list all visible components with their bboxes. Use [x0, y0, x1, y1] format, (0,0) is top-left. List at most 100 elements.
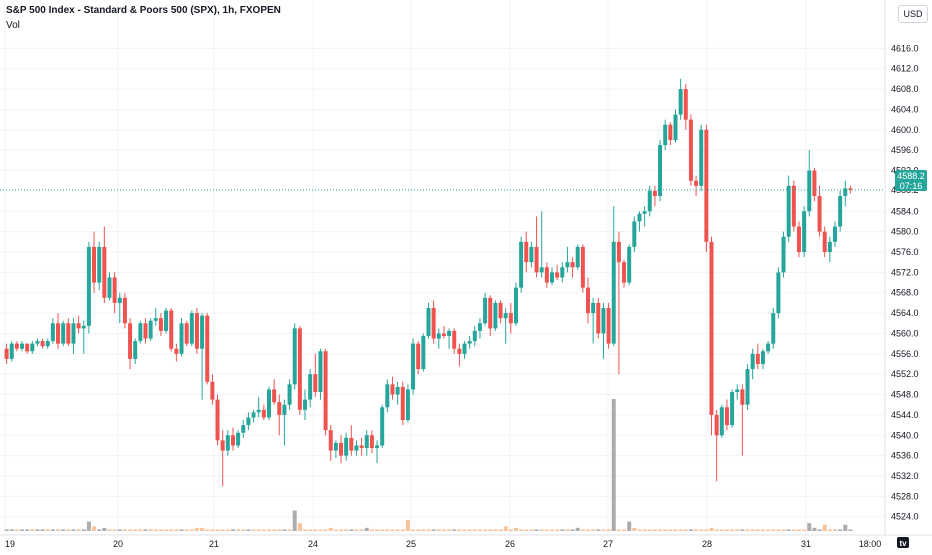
candle [179, 318, 184, 357]
volume-bar [462, 529, 467, 531]
candle [735, 384, 740, 400]
x-tick-label: 25 [406, 539, 416, 549]
candle-body [508, 313, 513, 324]
candle-body [9, 343, 14, 359]
candle-body [441, 333, 446, 336]
volume-bar [760, 529, 765, 531]
candle [117, 292, 122, 324]
y-tick-label: 4532.0 [891, 471, 919, 481]
candle [827, 236, 832, 263]
volume-bar [441, 529, 446, 531]
candle-body [750, 353, 755, 370]
candle [30, 341, 35, 354]
volume-bar [292, 510, 297, 531]
candle-body [61, 323, 66, 344]
candle [714, 409, 719, 482]
candle-body [601, 308, 606, 334]
volume-bar [395, 529, 400, 531]
candle [81, 320, 86, 354]
volume-bar [184, 529, 189, 531]
price-axis[interactable]: 4616.04612.04608.04604.04600.04596.04592… [891, 43, 919, 521]
volume-bar [416, 529, 421, 531]
candle [781, 231, 786, 278]
volume-bar [549, 529, 554, 531]
candle [411, 338, 416, 395]
volume-bar [194, 527, 199, 531]
volume-bar [215, 529, 220, 531]
volume-bar [827, 529, 832, 531]
candle-body [236, 432, 241, 446]
y-tick-label: 4612.0 [891, 64, 919, 74]
candle-body [647, 190, 652, 212]
candle-body [179, 323, 184, 354]
y-tick-label: 4576.0 [891, 247, 919, 257]
candle-body [174, 348, 179, 354]
volume-bar [724, 529, 729, 531]
candle-body [709, 241, 714, 415]
volume-bar [385, 529, 390, 531]
candle-body [4, 348, 9, 359]
candle [349, 425, 354, 456]
candle-body [755, 353, 760, 364]
candle [56, 313, 61, 349]
time-axis[interactable]: 19 20 21 24 25 26 27 28 31 18:00 [5, 539, 881, 549]
candle-body [92, 246, 97, 283]
y-tick-label: 4572.0 [891, 267, 919, 277]
candle [4, 343, 9, 364]
volume-bar [498, 529, 503, 531]
tradingview-logo[interactable]: tv [897, 537, 909, 548]
candle [838, 190, 843, 232]
candle-body [483, 297, 488, 324]
candle [107, 272, 112, 301]
candle-body [817, 196, 822, 232]
volume-bar [287, 529, 292, 531]
volume-indicator-label[interactable]: Vol [6, 20, 20, 31]
volume-bar [122, 529, 127, 531]
currency-button[interactable]: USD [898, 5, 928, 23]
candle-body [426, 308, 431, 336]
volume-bar [812, 527, 817, 531]
candle-body [385, 384, 390, 408]
candle-body [205, 315, 210, 382]
candle [673, 109, 678, 143]
candle-body [112, 277, 117, 303]
volume-bar [164, 529, 169, 531]
candle-body [194, 313, 199, 349]
volume-bar [40, 529, 45, 531]
candle [303, 389, 308, 420]
volume-bar [586, 529, 591, 531]
candle-body [416, 343, 421, 370]
volume-bar [50, 529, 55, 531]
volume-bar [14, 529, 19, 531]
candle-body [184, 323, 189, 344]
volume-bar [580, 529, 585, 531]
chart-title: S&P 500 Index - Standard & Poors 500 (SP… [6, 5, 281, 16]
volume-bar [272, 529, 277, 531]
candle-body [781, 236, 786, 273]
candle-body [50, 323, 55, 342]
candle [35, 338, 40, 347]
volume-bar [400, 529, 405, 531]
candle-body [328, 430, 333, 451]
volume-bar [596, 529, 601, 531]
candle-body [827, 241, 832, 252]
volume-bar [71, 529, 76, 531]
candle-body [256, 409, 261, 413]
candle [539, 211, 544, 278]
candle-body [704, 129, 709, 242]
volume-bar [730, 529, 735, 531]
volume-bar [786, 529, 791, 531]
volume-bar [153, 529, 158, 531]
candle [601, 302, 606, 359]
candle-body [534, 246, 539, 273]
candle [359, 437, 364, 456]
x-tick-label: 21 [209, 539, 219, 549]
candle [153, 308, 158, 326]
candle [622, 259, 627, 288]
candle-body [699, 129, 704, 186]
candle [426, 302, 431, 339]
candle [266, 386, 271, 420]
candle [719, 404, 724, 438]
x-tick-label: 24 [308, 539, 318, 549]
